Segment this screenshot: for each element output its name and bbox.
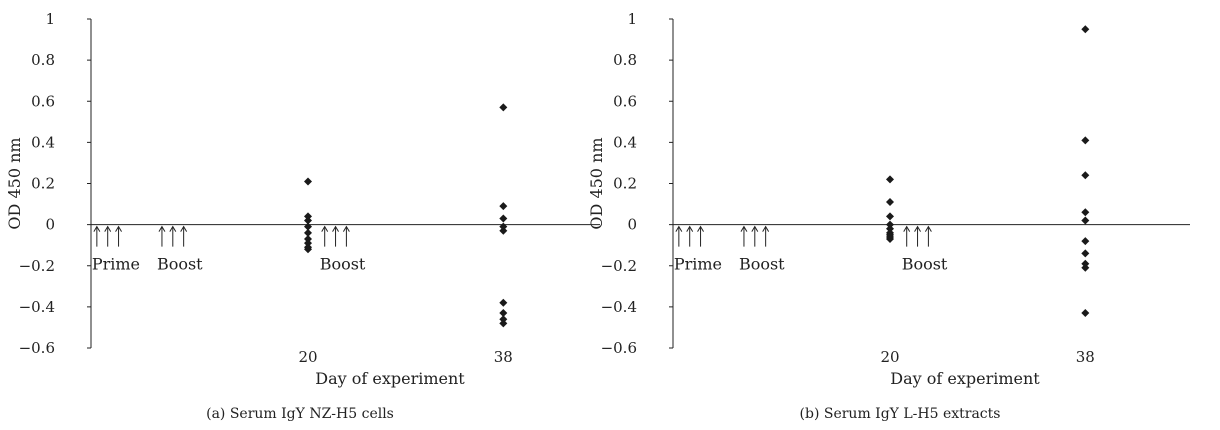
x-tick-label: 20 [298,348,317,366]
data-point [304,235,312,244]
data-point [499,298,508,307]
y-tick-label: 0.6 [613,92,637,110]
y-tick-label: −0.6 [601,339,637,357]
data-point [1081,208,1090,217]
data-point [1081,136,1090,145]
y-axis-label: OD 450 nm [587,137,606,229]
injection-arrowhead [342,225,350,232]
y-tick-label: 0 [45,216,55,234]
data-point [304,212,312,221]
panel-caption: (a) Serum IgY NZ-H5 cells [206,406,394,422]
data-point [886,220,894,229]
injection-arrowhead [686,225,694,232]
injection-arrowhead [924,225,932,232]
data-point [499,309,508,318]
x-axis-label: Day of experiment [315,369,465,388]
panel-a: 1 0.8 0.6 0.4 0.2 0 −0.2 −0.4 −0.6 OD 450 nm 20 38 D… [5,10,600,422]
data-point [304,177,312,186]
y-tick-label: 0.8 [31,51,55,69]
y-tick-label: 1 [627,10,637,28]
data-point [1081,237,1090,246]
data-point [499,315,508,324]
data-point [304,239,312,248]
injection-arrowhead [93,225,101,232]
x-tick-label: 38 [1076,348,1095,366]
injection-arrowhead [675,225,683,232]
y-tick-label: −0.6 [19,339,55,357]
y-tick-label: 0.2 [31,175,55,193]
injection-arrowhead [104,225,112,232]
y-tick-label: −0.4 [19,298,55,316]
y-tick-label: −0.2 [601,257,637,275]
injection-arrowhead [740,225,748,232]
injection-arrowhead [332,225,339,232]
injection-arrowhead [180,225,188,232]
annotation-prime: Prime [92,255,140,274]
data-point [1081,171,1090,180]
annotation-boost: Boost [902,255,948,274]
data-point [304,216,312,225]
injection-arrowhead [321,225,329,232]
y-axis-label: OD 450 nm [5,137,24,229]
data-point [886,198,894,207]
panel-b: 1 0.8 0.6 0.4 0.2 0 −0.2 −0.4 −0.6 OD 450 nm 20 38 D… [587,10,1190,422]
data-point [499,222,508,231]
data-point [499,319,508,328]
data-point [304,228,312,237]
data-point [886,224,894,233]
data-point [886,175,894,184]
data-point [1081,25,1090,34]
data-point [499,103,508,112]
data-point [499,202,508,211]
y-tick-label: 1 [45,10,55,28]
injection-arrowhead [762,225,770,232]
data-point [1081,216,1090,225]
data-point [1081,249,1090,258]
data-point [304,222,312,231]
data-point [886,212,894,221]
x-tick-label: 38 [494,348,513,366]
data-point [1081,259,1090,268]
y-tick-label: 0.4 [613,133,637,151]
injection-arrowhead [158,225,166,232]
panel-caption: (b) Serum IgY L-H5 extracts [800,406,1001,422]
data-point [886,235,894,244]
annotation-boost: Boost [320,255,366,274]
y-tick-label: 0.8 [613,51,637,69]
data-point [499,226,508,235]
injection-arrowhead [697,225,704,232]
x-axis-label: Day of experiment [890,369,1040,388]
data-point [1081,263,1090,272]
y-tick-label: 0.6 [31,92,55,110]
data-point [499,214,508,223]
data-point [1081,309,1090,318]
injection-arrowhead [169,225,177,232]
y-tick-label: 0.2 [613,175,637,193]
injection-arrowhead [903,225,911,232]
y-tick-label: −0.2 [19,257,55,275]
y-tick-label: 0 [627,216,637,234]
y-tick-label: −0.4 [601,298,637,316]
annotation-boost: Boost [157,255,203,274]
annotation-boost: Boost [739,255,785,274]
injection-arrowhead [115,225,122,232]
injection-arrowhead [914,225,921,232]
x-tick-label: 20 [880,348,899,366]
injection-arrowhead [751,225,759,232]
data-point [304,245,312,254]
annotation-prime: Prime [674,255,722,274]
y-tick-label: 0.4 [31,133,55,151]
